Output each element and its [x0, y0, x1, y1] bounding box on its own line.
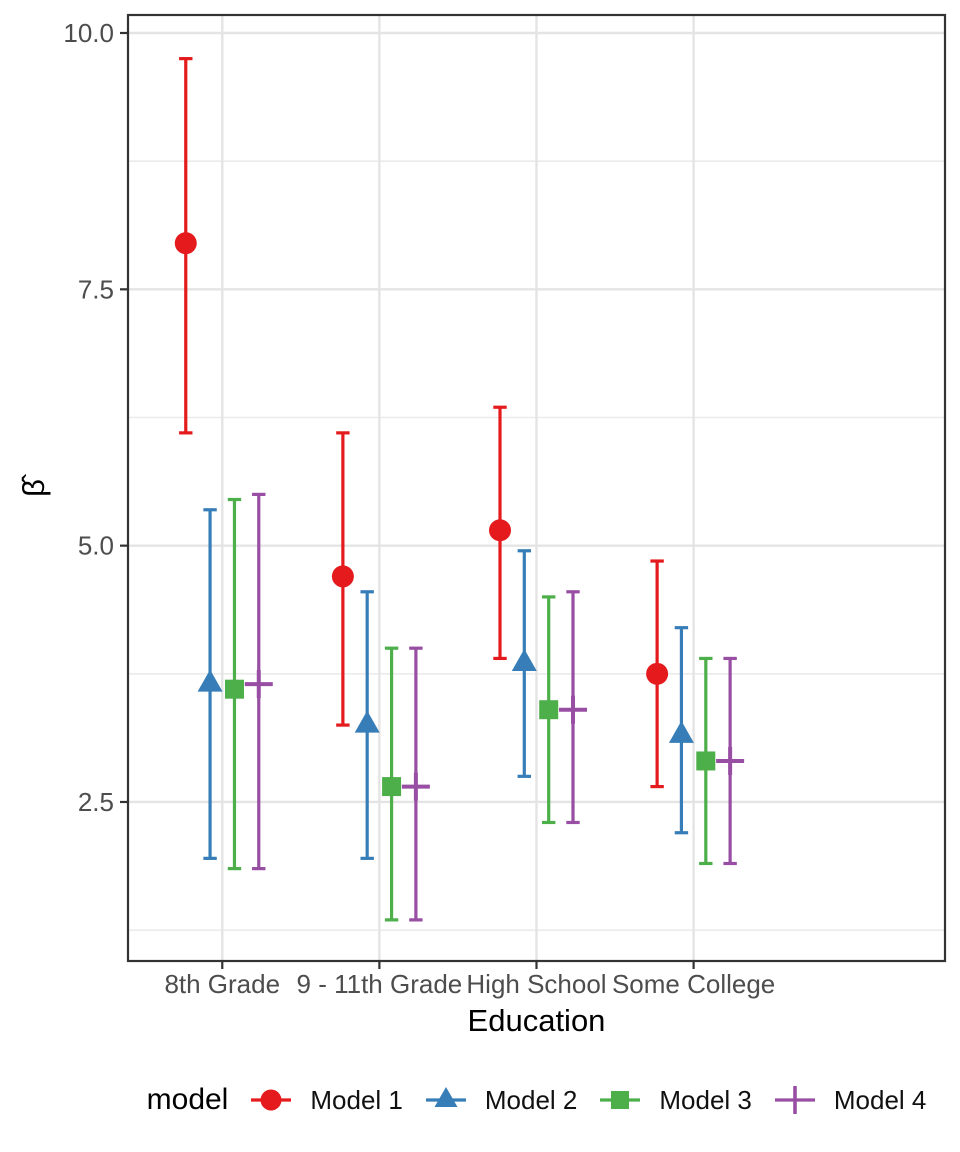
legend-marker-square-icon	[611, 1091, 630, 1109]
legend-item-model-4: Model 4	[772, 1078, 927, 1122]
point-model-2-cat-1	[354, 710, 380, 733]
point-model-1-cat-1	[331, 565, 354, 588]
legend-key-circle-icon	[251, 1089, 292, 1111]
point-model-3-cat-0	[224, 679, 244, 699]
y-axis-title: β̂	[16, 473, 51, 497]
legend-item-model-3: Model 3	[597, 1078, 752, 1122]
legend-item-model-1: Model 1	[248, 1078, 403, 1122]
point-model-3-cat-1	[382, 777, 402, 797]
y-tick-label: 5.0	[78, 531, 114, 561]
point-model-2-cat-3	[668, 720, 694, 743]
legend: model Model 1 Model 2 Model 3 Model 4	[128, 1074, 945, 1126]
legend-label: Model 1	[310, 1085, 403, 1115]
y-tick-label: 2.5	[78, 787, 114, 817]
point-model-1-cat-2	[489, 519, 511, 542]
point-model-3-cat-3	[696, 751, 716, 771]
x-tick-label: Some College	[612, 969, 775, 999]
y-tick-label: 7.5	[78, 274, 114, 304]
x-tick-label: 8th Grade	[164, 969, 280, 999]
legend-label: Model 2	[484, 1085, 578, 1115]
legend-key-triangle-icon	[425, 1087, 466, 1107]
x-axis-title: Education	[468, 1003, 606, 1038]
legend-marker-circle-icon	[260, 1089, 282, 1111]
point-model-1-cat-0	[174, 232, 197, 255]
legend-title: model	[146, 1083, 229, 1116]
pointrange-chart: 2.5 5.0 7.5 10.0 8th Grade 9 - 11th Grade High…	[16, 13, 947, 1038]
point-model-2-cat-0	[197, 669, 223, 692]
point-model-3-cat-2	[539, 700, 559, 720]
legend-marker-triangle-icon	[434, 1087, 458, 1107]
point-model-1-cat-3	[646, 662, 669, 685]
legend-key-square-icon	[600, 1091, 641, 1109]
legend-label: Model 4	[833, 1085, 927, 1115]
legend-item-model-2: Model 2	[423, 1078, 578, 1122]
legend-label: Model 3	[659, 1085, 752, 1115]
y-tick-label: 10.0	[63, 18, 114, 48]
point-model-2-cat-2	[511, 649, 537, 672]
legend-key-plus-icon	[774, 1086, 815, 1114]
x-tick-label: High School	[466, 969, 606, 999]
x-tick-label: 9 - 11th Grade	[297, 969, 463, 999]
